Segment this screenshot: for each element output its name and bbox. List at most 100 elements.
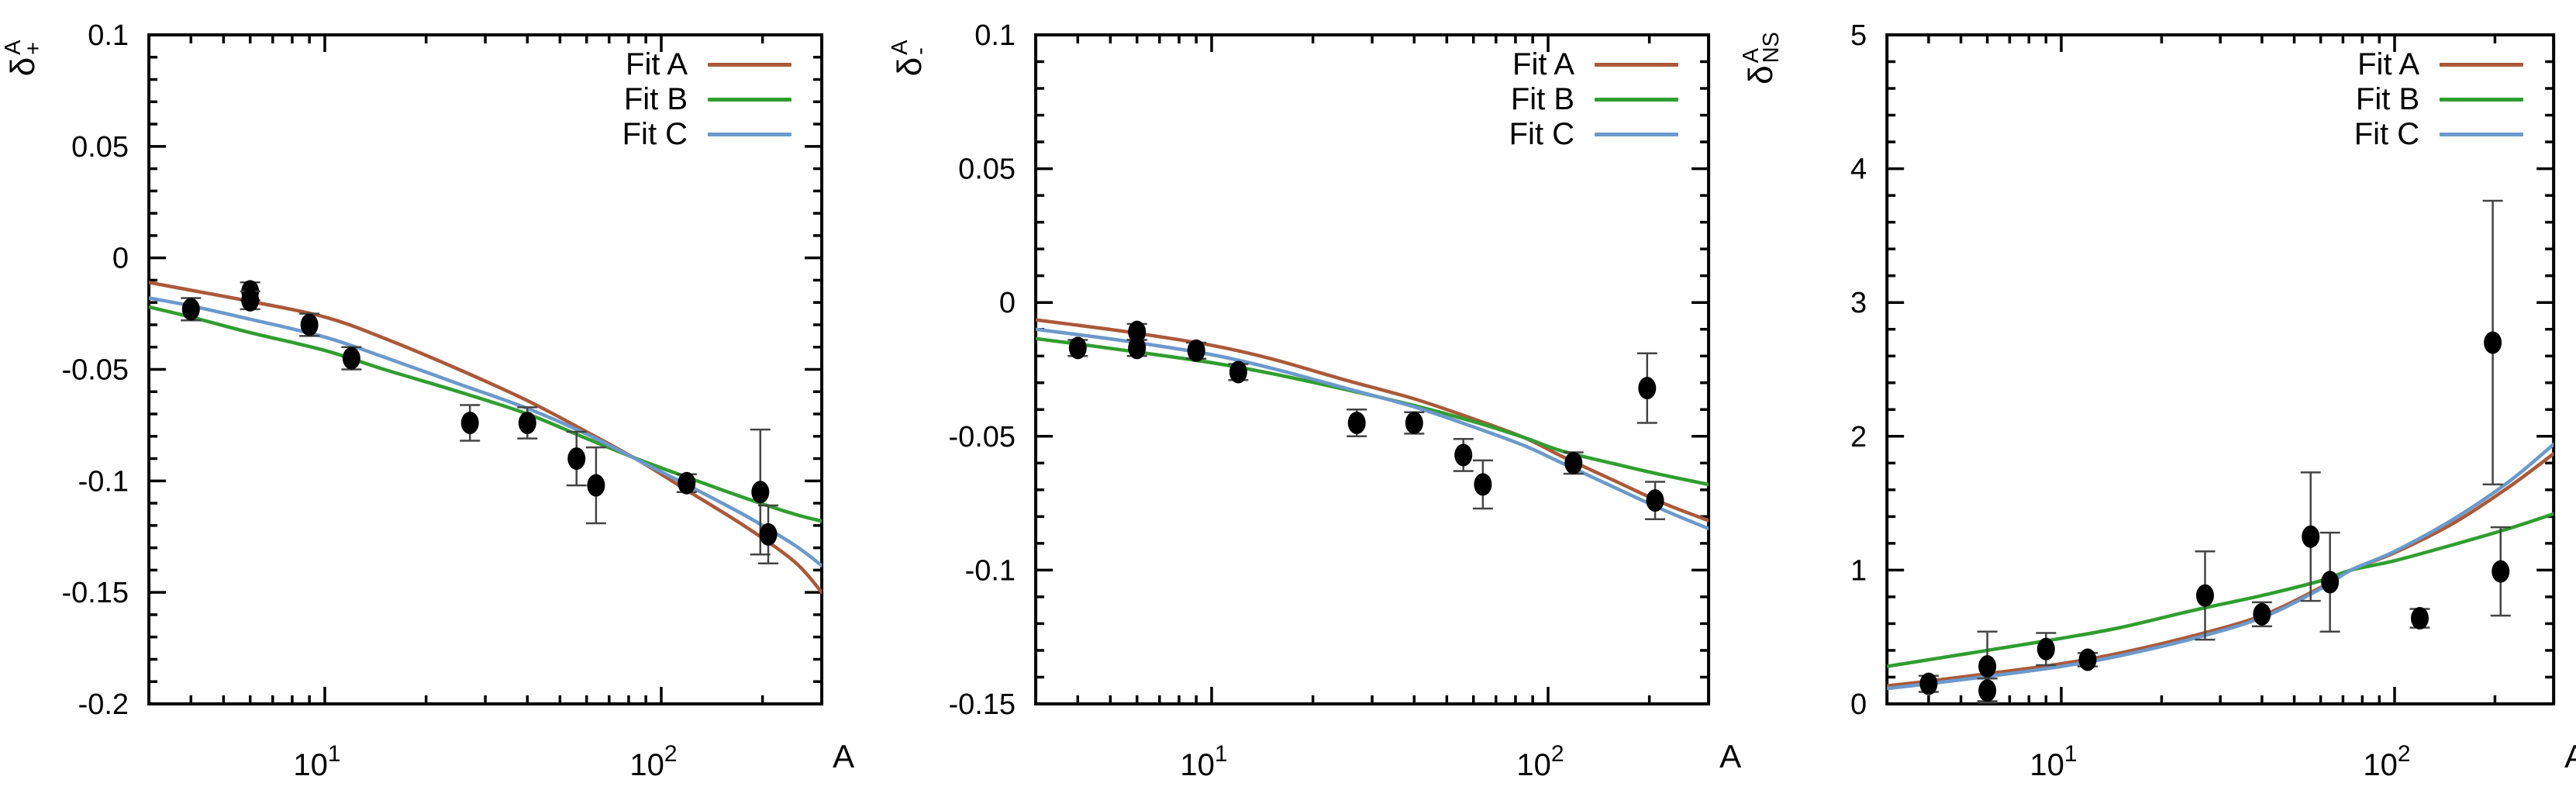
y-tick-label: -0.1 xyxy=(78,465,129,498)
x-axis-label: A xyxy=(833,738,855,774)
data-point xyxy=(1187,339,1205,362)
legend-line-fit-c xyxy=(2440,133,2524,136)
y-tick-label: -0.15 xyxy=(61,577,129,609)
x-tick-label: 101 xyxy=(1180,741,1227,782)
data-point xyxy=(1978,679,1997,702)
legend-line-fit-c xyxy=(708,133,792,136)
fit-curve-fit-a xyxy=(149,281,822,595)
data-point xyxy=(1128,336,1147,360)
data-point xyxy=(2302,525,2320,548)
ylabel-stack: A NS xyxy=(1739,32,1785,64)
data-point xyxy=(2321,571,2340,594)
ylabel-stack: A + xyxy=(1,40,47,55)
ylabel-base: δ xyxy=(1742,65,1781,84)
ylabel-subscript: + xyxy=(21,41,47,55)
y-tick-label: 0 xyxy=(999,287,1016,319)
y-axis-label-delta-ns: δ A NS xyxy=(1739,0,1785,120)
fit-curve-fit-b xyxy=(1036,336,1709,487)
data-point xyxy=(1474,473,1492,496)
y-tick-label: 1 xyxy=(1850,554,1867,587)
y-tick-label: -0.05 xyxy=(61,354,129,387)
ylabel-subscript: NS xyxy=(1759,32,1785,64)
y-tick-label: 5 xyxy=(1850,19,1867,52)
data-point xyxy=(1229,360,1247,384)
legend-label-fit-b: Fit B xyxy=(623,82,688,116)
y-tick-label: 0.05 xyxy=(958,153,1016,186)
data-point xyxy=(241,288,260,312)
x-tick-label: 102 xyxy=(2363,741,2410,782)
legend-line-fit-a xyxy=(1595,63,1679,67)
legend-line-fit-b xyxy=(1595,98,1679,102)
legend-line-fit-b xyxy=(2440,98,2524,102)
y-tick-label: 0.1 xyxy=(974,19,1016,52)
ylabel-base: δ xyxy=(4,57,43,77)
fit-curve-fit-b xyxy=(149,305,822,523)
legend-line-fit-b xyxy=(708,98,792,102)
data-point xyxy=(1405,412,1423,435)
panel-0: 101 102 0.1 0.05 0 -0.05 -0.1 -0.15 -0.2 xyxy=(61,19,824,782)
legend-label-fit-c: Fit C xyxy=(622,117,688,151)
data-point xyxy=(518,412,536,435)
data-point xyxy=(460,412,479,435)
data-point xyxy=(342,347,360,370)
data-point xyxy=(2410,607,2429,630)
y-tick-label: 4 xyxy=(1850,153,1867,186)
x-axis-label: A xyxy=(2564,738,2576,774)
ylabel-base: δ xyxy=(891,57,929,77)
legend: Fit A Fit B Fit C xyxy=(559,47,792,152)
legend-line-fit-c xyxy=(1595,133,1679,136)
data-point xyxy=(181,298,200,321)
y-axis-label-delta-minus: δ A- xyxy=(888,0,933,120)
data-point xyxy=(1646,489,1664,512)
ylabel-stack: A- xyxy=(888,40,933,55)
legend-row: Fit B xyxy=(2291,82,2524,117)
y-tick-label: 2 xyxy=(1850,421,1867,454)
legend-row: Fit A xyxy=(2291,47,2524,82)
data-point xyxy=(2484,331,2502,354)
legend-line-fit-a xyxy=(708,63,792,67)
y-tick-label: 0 xyxy=(1850,688,1867,721)
data-point xyxy=(2253,602,2271,626)
y-tick-label: 3 xyxy=(1850,287,1867,319)
data-point xyxy=(2078,648,2097,671)
x-tick-label: 102 xyxy=(629,741,677,782)
data-point xyxy=(1347,412,1366,435)
data-point xyxy=(678,471,696,495)
y-tick-label: -0.2 xyxy=(78,688,129,721)
legend-row: Fit B xyxy=(559,82,792,117)
data-point xyxy=(759,522,778,546)
y-tick-label: 0 xyxy=(112,243,129,275)
legend: Fit A Fit B Fit C xyxy=(2291,47,2524,152)
data-point xyxy=(1564,451,1583,474)
legend-label-fit-a: Fit A xyxy=(626,47,688,81)
legend: Fit A Fit B Fit C xyxy=(1446,47,1679,152)
legend-label-fit-c: Fit C xyxy=(1509,117,1575,151)
x-tick-label: 102 xyxy=(1516,741,1564,782)
legend-row: Fit A xyxy=(559,47,792,82)
y-tick-label: -0.05 xyxy=(948,421,1016,454)
legend-label-fit-c: Fit C xyxy=(2354,117,2420,151)
data-point xyxy=(1454,443,1473,467)
data-point xyxy=(1638,377,1657,400)
data-point xyxy=(1978,655,1997,678)
legend-line-fit-a xyxy=(2440,63,2524,67)
legend-label-fit-b: Fit B xyxy=(2355,82,2420,116)
x-axis-label: A xyxy=(1719,738,1742,774)
legend-label-fit-a: Fit A xyxy=(1512,47,1575,81)
legend-label-fit-b: Fit B xyxy=(1510,82,1575,116)
data-point xyxy=(1068,336,1087,360)
legend-label-fit-a: Fit A xyxy=(2357,47,2420,81)
panel-1: 101 102 0.1 0.05 0 -0.05 -0.1 -0.15 xyxy=(948,19,1711,782)
legend-row: Fit C xyxy=(1446,117,1679,152)
x-tick-label: 101 xyxy=(293,741,340,782)
fit-curve-fit-c xyxy=(149,296,822,567)
data-point xyxy=(1919,672,1938,695)
ylabel-subscript: - xyxy=(908,47,933,55)
legend-row: Fit A xyxy=(1446,47,1679,82)
data-point xyxy=(1128,320,1147,343)
y-tick-label: -0.1 xyxy=(965,554,1016,587)
data-point xyxy=(2036,637,2055,660)
data-point xyxy=(587,474,605,497)
